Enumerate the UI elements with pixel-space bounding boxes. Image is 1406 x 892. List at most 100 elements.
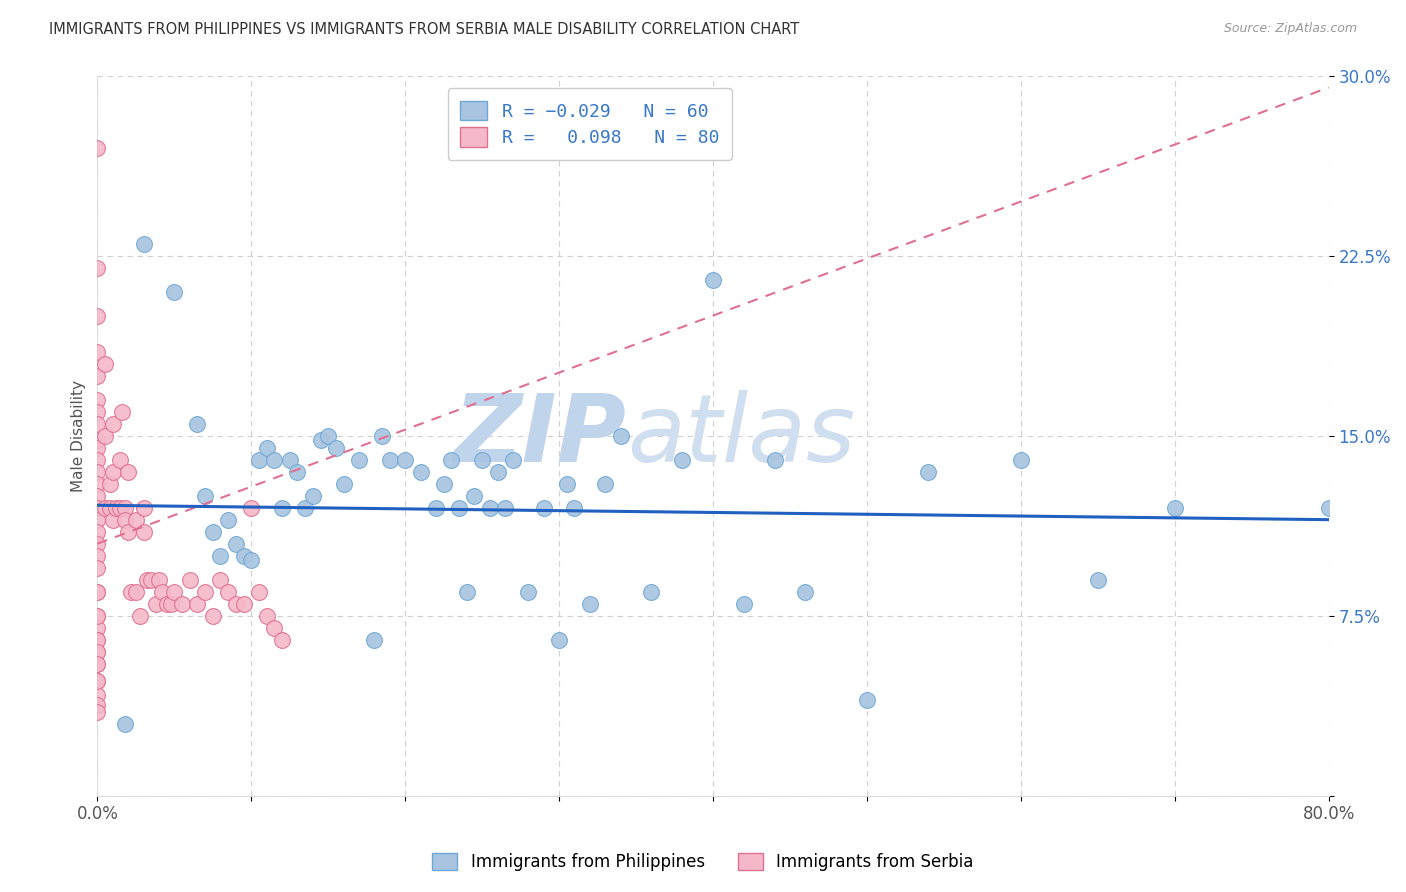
Point: [86, 688, 108, 702]
Point: [86, 608, 108, 623]
Point: [1010, 452, 1032, 467]
Point: [86, 434, 108, 448]
Point: [98, 500, 121, 515]
Point: [94, 500, 117, 515]
Point: [555, 476, 578, 491]
Point: [263, 621, 285, 635]
Point: [232, 597, 254, 611]
Point: [917, 465, 939, 479]
Point: [94, 357, 117, 371]
Point: [86, 441, 108, 455]
Point: [409, 465, 432, 479]
Point: [486, 465, 509, 479]
Point: [86, 344, 108, 359]
Point: [86, 673, 108, 688]
Point: [609, 428, 631, 442]
Point: [86, 489, 108, 503]
Point: [86, 705, 108, 719]
Point: [217, 584, 239, 599]
Point: [114, 500, 136, 515]
Point: [533, 500, 555, 515]
Point: [332, 476, 354, 491]
Point: [163, 584, 186, 599]
Point: [363, 632, 385, 647]
Point: [86, 476, 108, 491]
Point: [225, 537, 247, 551]
Point: [287, 465, 309, 479]
Point: [456, 584, 478, 599]
Point: [86, 549, 108, 563]
Point: [240, 500, 263, 515]
Point: [548, 632, 571, 647]
Point: [579, 597, 602, 611]
Point: [425, 500, 447, 515]
Point: [671, 452, 693, 467]
Point: [1317, 500, 1340, 515]
Point: [86, 309, 108, 323]
Point: [86, 698, 108, 712]
Point: [86, 404, 108, 418]
Point: [564, 500, 586, 515]
Point: [256, 441, 278, 455]
Point: [225, 597, 247, 611]
Point: [763, 452, 786, 467]
Point: [201, 524, 224, 539]
Point: [114, 513, 136, 527]
Point: [194, 489, 217, 503]
Point: [156, 597, 179, 611]
Point: [86, 657, 108, 671]
Point: [494, 500, 516, 515]
Point: [240, 553, 263, 567]
Point: [132, 524, 155, 539]
Point: [86, 584, 108, 599]
Point: [463, 489, 485, 503]
Point: [1087, 573, 1109, 587]
Point: [125, 513, 148, 527]
Point: [478, 500, 501, 515]
Point: [209, 549, 232, 563]
Point: [145, 597, 167, 611]
Point: [132, 500, 155, 515]
Point: [294, 500, 316, 515]
Point: [86, 608, 108, 623]
Point: [217, 513, 239, 527]
Point: [86, 560, 108, 574]
Point: [856, 692, 879, 706]
Point: [271, 632, 294, 647]
Point: [209, 573, 232, 587]
Point: [271, 500, 294, 515]
Point: [702, 272, 724, 286]
Point: [394, 452, 416, 467]
Point: [194, 584, 217, 599]
Point: [86, 632, 108, 647]
Point: [316, 428, 339, 442]
Point: [111, 404, 134, 418]
Point: [278, 452, 301, 467]
Point: [433, 476, 456, 491]
Point: [86, 645, 108, 659]
Point: [347, 452, 370, 467]
Point: [733, 597, 755, 611]
Point: [86, 368, 108, 383]
Point: [517, 584, 540, 599]
Point: [794, 584, 817, 599]
Point: [101, 417, 124, 431]
Point: [86, 645, 108, 659]
Point: [104, 500, 127, 515]
Point: [86, 260, 108, 275]
Point: [378, 452, 401, 467]
Point: [94, 428, 117, 442]
Y-axis label: Male Disability: Male Disability: [72, 380, 86, 491]
Point: [186, 597, 208, 611]
Point: [447, 500, 470, 515]
Point: [86, 584, 108, 599]
Point: [141, 573, 163, 587]
Point: [640, 584, 662, 599]
Point: [160, 597, 183, 611]
Point: [440, 452, 463, 467]
Point: [129, 608, 152, 623]
Point: [325, 441, 347, 455]
Point: [86, 632, 108, 647]
Point: [150, 584, 173, 599]
Point: [232, 549, 254, 563]
